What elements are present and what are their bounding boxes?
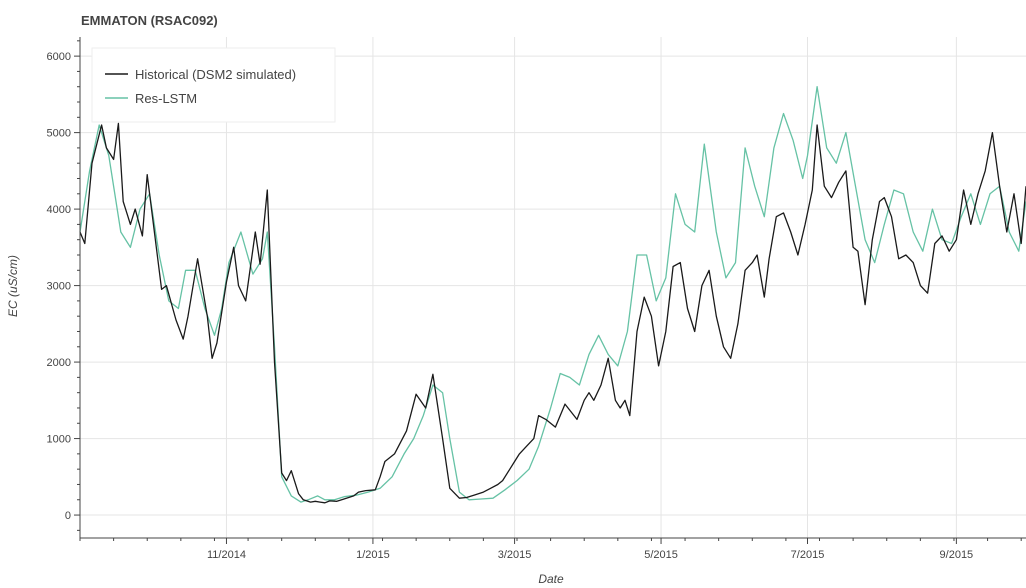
y-tick-label: 1000	[47, 434, 71, 446]
x-axis-label: Date	[538, 572, 564, 586]
x-tick-label: 3/2015	[498, 549, 532, 561]
x-axis-ticks: 11/2014 1/2015 3/2015 5/2015 7/2015 9/2015	[79, 538, 1022, 561]
y-tick-label: 4000	[47, 204, 71, 216]
legend-label-res-lstm: Res-LSTM	[135, 91, 197, 106]
legend-label-historical: Historical (DSM2 simulated)	[135, 67, 296, 82]
x-tick-label: 7/2015	[791, 549, 825, 561]
y-tick-label: 0	[65, 510, 71, 522]
legend: Historical (DSM2 simulated) Res-LSTM	[91, 47, 336, 123]
x-tick-label: 5/2015	[644, 549, 678, 561]
x-tick-label: 11/2014	[207, 549, 246, 561]
x-tick-label: 9/2015	[940, 549, 974, 561]
series-line-historical	[79, 122, 1026, 504]
y-axis-label: EC (uS/cm)	[6, 255, 20, 317]
legend-box	[91, 47, 336, 123]
chart-title: EMMATON (RSAC092)	[81, 13, 218, 28]
y-tick-label: 6000	[47, 51, 71, 63]
axes	[79, 37, 1026, 539]
grid	[80, 37, 1026, 538]
series-layer	[79, 86, 1026, 504]
y-axis-ticks: 0 1000 2000 3000 4000 5000 6000	[47, 40, 80, 531]
y-tick-label: 2000	[47, 357, 71, 369]
y-tick-label: 5000	[47, 128, 71, 140]
y-tick-label: 3000	[47, 281, 71, 293]
series-line-res-lstm	[79, 86, 1026, 503]
x-tick-label: 1/2015	[356, 549, 390, 561]
